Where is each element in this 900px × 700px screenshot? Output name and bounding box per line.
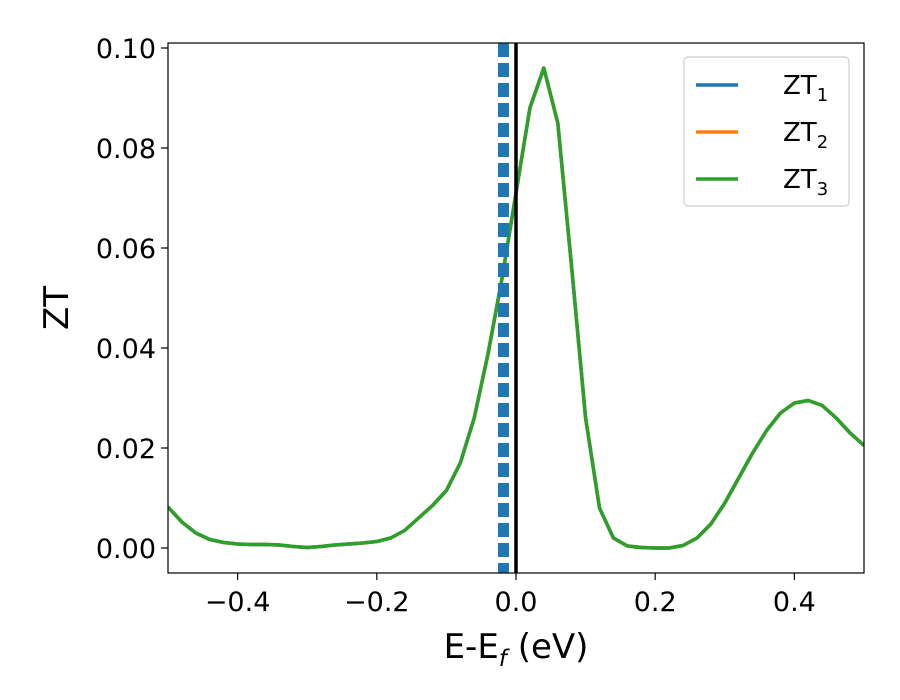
y-tick-label: 0.10: [96, 34, 156, 65]
x-tick-label: −0.2: [344, 587, 410, 618]
y-tick-label: 0.08: [96, 134, 156, 165]
y-axis-ticks: 0.00 0.02 0.04 0.06 0.08 0.10: [96, 34, 168, 565]
legend-box: [683, 56, 850, 207]
y-tick-label: 0.06: [96, 234, 156, 265]
y-tick-label: 0.02: [96, 434, 156, 465]
legend-label-zt1: ZT1: [783, 71, 828, 106]
vertical-lines-layer: [497, 43, 518, 573]
x-tick-label: 0.4: [773, 587, 816, 618]
y-tick-label: 0.00: [96, 534, 156, 565]
legend-label-zt2: ZT2: [783, 118, 828, 153]
y-tick-label: 0.04: [96, 334, 156, 365]
legend-entries: ZT1 ZT2 ZT3: [696, 71, 828, 200]
x-axis-label: E-Ef (eV): [444, 627, 589, 672]
x-axis-label-unit: (eV): [507, 627, 589, 667]
legend-label-zt3: ZT3: [783, 165, 828, 200]
y-axis-label: ZT: [37, 286, 77, 330]
x-axis-label-subscript: f: [499, 646, 510, 672]
x-tick-label: 0.2: [634, 587, 677, 618]
legend: ZT1 ZT2 ZT3: [683, 56, 850, 207]
x-axis-ticks: −0.4 −0.2 0.0 0.2 0.4: [205, 573, 816, 618]
x-tick-label: −0.4: [205, 587, 271, 618]
x-tick-label: 0.0: [495, 587, 538, 618]
